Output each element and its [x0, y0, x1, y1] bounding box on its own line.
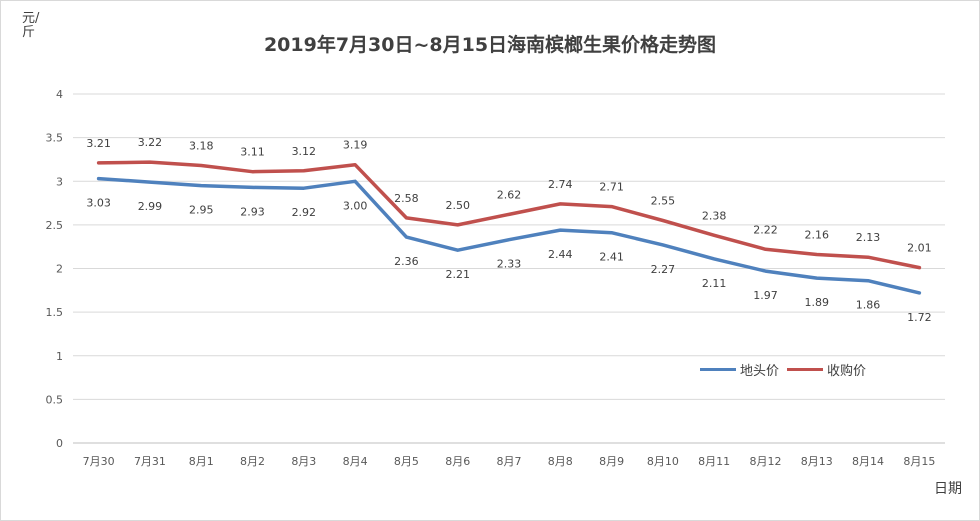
x-tick-label: 8月6	[445, 455, 470, 468]
data-label: 2.71	[599, 181, 624, 194]
data-label: 2.74	[548, 178, 573, 191]
legend-item-series-0: 地头价	[700, 360, 779, 379]
data-label: 3.11	[240, 146, 265, 159]
x-axis-label: 日期	[934, 481, 962, 497]
data-label: 3.19	[343, 139, 368, 152]
chart-title: 2019年7月30日~8月15日海南槟榔生果价格走势图	[263, 34, 717, 56]
data-label: 1.72	[907, 311, 932, 324]
series-line-1	[96, 160, 922, 270]
y-tick-label: 2.5	[46, 219, 64, 232]
data-label: 2.44	[548, 248, 573, 261]
x-tick-label: 8月15	[903, 455, 935, 468]
x-tick-label: 7月30	[83, 455, 115, 468]
data-label: 3.18	[189, 140, 214, 153]
data-label: 2.33	[497, 258, 522, 271]
x-tick-label: 8月2	[240, 455, 265, 468]
data-label: 2.58	[394, 192, 419, 205]
x-tick-label: 8月4	[343, 455, 368, 468]
data-label: 2.13	[856, 231, 881, 244]
data-label: 3.22	[138, 136, 163, 149]
y-tick-label: 2	[56, 263, 63, 276]
data-label: 2.38	[702, 209, 727, 222]
data-label: 2.01	[907, 242, 932, 255]
y-axis-label: 元/斤	[22, 11, 40, 40]
data-label: 2.36	[394, 255, 419, 268]
data-label: 2.93	[240, 205, 265, 218]
data-label: 2.55	[651, 195, 676, 208]
y-tick-label: 0	[56, 437, 63, 450]
x-tick-label: 8月8	[548, 455, 573, 468]
data-label: 3.00	[343, 199, 368, 212]
legend-swatch-series-0	[700, 368, 736, 371]
x-tick-label: 7月31	[134, 455, 166, 468]
data-label: 2.99	[138, 200, 163, 213]
data-label: 3.12	[292, 145, 317, 158]
x-tick-label: 8月13	[801, 455, 833, 468]
data-label: 2.11	[702, 277, 727, 290]
x-tick-label: 8月7	[497, 455, 522, 468]
series-line-0	[96, 176, 922, 295]
x-tick-label: 8月5	[394, 455, 419, 468]
data-label: 2.50	[445, 199, 470, 212]
x-tick-label: 8月11	[698, 455, 730, 468]
y-tick-label: 1	[56, 350, 63, 363]
x-tick-label: 8月3	[291, 455, 316, 468]
data-label: 2.21	[445, 268, 470, 281]
y-tick-label: 1.5	[46, 306, 64, 319]
data-label: 2.16	[805, 229, 830, 242]
y-tick-label: 4	[56, 88, 63, 101]
legend: 地头价 收购价	[700, 360, 874, 379]
y-tick-label: 3.5	[46, 132, 64, 145]
data-label: 2.41	[599, 251, 624, 264]
data-label: 1.86	[856, 299, 881, 312]
legend-item-series-1: 收购价	[787, 360, 866, 379]
x-tick-label: 8月10	[647, 455, 679, 468]
x-tick-label: 8月1	[189, 455, 214, 468]
data-label: 1.97	[753, 289, 778, 302]
data-label: 2.95	[189, 204, 214, 217]
data-label: 2.27	[651, 263, 676, 276]
data-label: 2.62	[497, 188, 522, 201]
data-label: 2.92	[292, 206, 317, 219]
x-tick-label: 8月14	[852, 455, 884, 468]
legend-swatch-series-1	[787, 368, 824, 371]
y-tick-label: 3	[56, 175, 63, 188]
x-tick-label: 8月12	[749, 455, 781, 468]
x-tick-label: 8月9	[599, 455, 624, 468]
legend-label-series-1: 收购价	[827, 364, 867, 379]
data-label: 3.21	[86, 137, 111, 150]
data-label: 3.03	[86, 197, 111, 210]
legend-label-series-0: 地头价	[740, 364, 780, 379]
data-label: 1.89	[805, 296, 830, 309]
y-tick-label: 0.5	[46, 393, 64, 406]
data-label: 2.22	[753, 223, 778, 236]
